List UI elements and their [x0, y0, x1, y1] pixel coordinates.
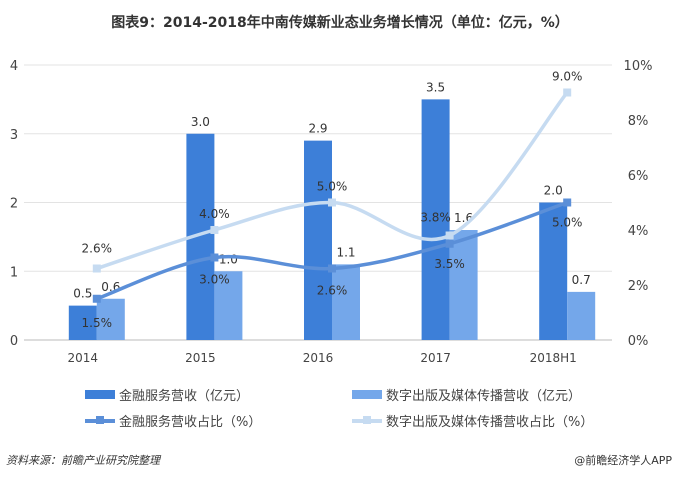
bar-finance: [68, 305, 97, 340]
bar-digital: [96, 298, 125, 340]
left-axis-tick: 2: [10, 197, 18, 212]
bar-digital: [449, 230, 478, 340]
legend-item-digital-ratio: 数字出版及媒体传播营收占比（%）: [352, 411, 593, 430]
bar-finance: [421, 99, 450, 340]
right-axis-tick: 4%: [628, 224, 649, 239]
left-axis-tick: 4: [10, 59, 18, 74]
line-marker: [445, 239, 454, 248]
bar-digital: [332, 264, 360, 340]
right-axis-tick: 6%: [628, 169, 649, 184]
right-axis-tick: 2%: [628, 279, 649, 294]
line-value-label: 1.5%: [82, 316, 113, 330]
legend-label: 数字出版及媒体传播营收占比（%）: [386, 415, 594, 430]
legend-swatch: [85, 415, 115, 424]
bar-value-label: 2.9: [308, 122, 327, 136]
bar-value-label: 1.0: [219, 252, 238, 266]
line-marker: [210, 226, 219, 234]
legend-swatch: [352, 390, 382, 399]
legend-label: 金融服务营收（亿元）: [119, 389, 250, 404]
x-axis-tick: 2014: [68, 351, 99, 365]
bar-finance: [304, 140, 332, 340]
line-value-label: 3.5%: [434, 257, 465, 271]
chart-title: 图表9：2014-2018年中南传媒新业态业务增长情况（单位：亿元，%）: [111, 15, 569, 31]
line-marker: [92, 264, 101, 273]
bar-value-label: 0.7: [572, 273, 591, 287]
legend-swatch: [352, 415, 382, 424]
line-marker: [328, 198, 336, 207]
right-axis-tick: 0%: [628, 334, 649, 349]
line-value-label: 3.0%: [199, 273, 230, 287]
line-value-label: 9.0%: [552, 70, 583, 84]
bar-value-label: 0.5: [73, 287, 92, 301]
x-axis-tick: 2016: [303, 351, 334, 365]
legend-label: 金融服务营收占比（%）: [119, 415, 262, 430]
line-marker: [328, 264, 336, 273]
credit-note: @前瞻经济学人APP: [574, 454, 672, 467]
bar-value-label: 1.6: [454, 211, 473, 225]
line-value-label: 3.8%: [420, 211, 451, 225]
x-axis-tick: 2018H1: [530, 351, 577, 365]
right-axis-tick: 8%: [628, 114, 649, 129]
source-note: 资料来源：前瞻产业研究院整理: [6, 454, 160, 467]
line-value-label: 2.6%: [82, 242, 113, 256]
line-marker: [210, 253, 219, 262]
bar-value-label: 1.1: [336, 245, 355, 259]
bar-value-label: 3.5: [426, 80, 445, 94]
left-axis-tick: 1: [10, 265, 18, 280]
legend-item-finance-revenue: 金融服务营收（亿元）: [85, 385, 249, 404]
bar-digital: [214, 271, 243, 340]
right-axis-tick: 10%: [624, 59, 653, 74]
line-value-label: 2.6%: [317, 284, 348, 298]
legend-label: 数字出版及媒体传播营收（亿元）: [386, 389, 582, 404]
line-marker: [563, 88, 572, 97]
line-digital-ratio: [96, 91, 569, 271]
legend-item-finance-ratio: 金融服务营收占比（%）: [85, 411, 261, 430]
bar-value-label: 3.0: [191, 115, 210, 129]
x-axis-tick: 2017: [420, 351, 451, 365]
bar-value-label: 2.0: [544, 184, 563, 198]
line-value-label: 5.0%: [552, 216, 583, 230]
bar-digital: [567, 291, 596, 340]
line-marker: [445, 231, 454, 240]
line-value-label: 4.0%: [199, 207, 230, 221]
line-value-label: 5.0%: [317, 180, 348, 194]
x-axis-tick: 2015: [185, 351, 216, 365]
line-marker: [92, 294, 101, 303]
legend-item-digital-revenue: 数字出版及媒体传播营收（亿元）: [352, 385, 581, 404]
line-marker: [563, 198, 572, 207]
left-axis-tick: 0: [10, 334, 18, 349]
bar-finance: [539, 202, 568, 340]
left-axis-tick: 3: [10, 128, 18, 143]
legend-swatch: [85, 390, 115, 399]
